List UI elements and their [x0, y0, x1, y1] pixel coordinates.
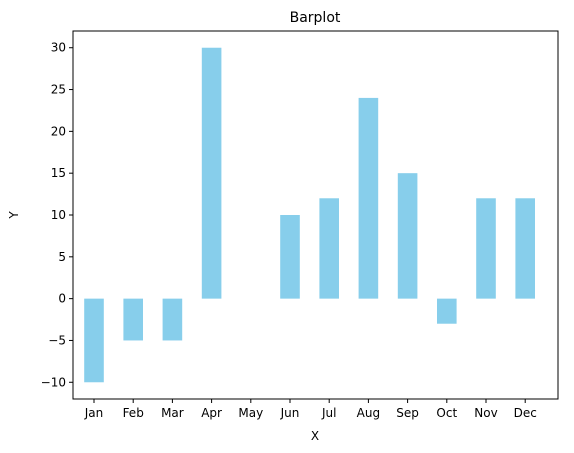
x-tick-label-mar: Mar: [161, 406, 184, 420]
bar-mar: [162, 298, 183, 341]
y-tick-label: 5: [58, 250, 66, 264]
bar-dec: [515, 198, 535, 299]
bar-feb: [123, 298, 143, 341]
bar-apr: [201, 47, 222, 299]
x-tick-label-nov: Nov: [474, 406, 497, 420]
y-tick-label: 0: [58, 292, 66, 306]
y-tick-label: 25: [51, 83, 66, 97]
x-tick-label-apr: Apr: [201, 406, 222, 420]
x-axis-ticks: Jan Feb Mar Apr May Jun Jul Aug Sep Oct Nov Dec: [84, 399, 537, 420]
x-tick-label-jul: Jul: [321, 406, 336, 420]
chart-title: Barplot: [290, 10, 341, 26]
x-tick-label-oct: Oct: [436, 406, 457, 420]
bar-jan: [84, 298, 104, 383]
y-tick-label: 10: [51, 208, 66, 222]
x-tick-label-jun: Jun: [280, 406, 300, 420]
x-tick-label-aug: Aug: [357, 406, 380, 420]
y-axis-title: Y: [7, 211, 21, 220]
bar-aug: [358, 97, 379, 299]
bar-jun: [280, 215, 300, 299]
bar-sep: [397, 173, 418, 299]
y-axis-ticks: −10 −5 0 5 10 15 20 25 30: [41, 41, 73, 389]
x-tick-label-jan: Jan: [84, 406, 104, 420]
x-tick-label-may: May: [238, 406, 263, 420]
bar-nov: [476, 198, 496, 299]
x-tick-label-feb: Feb: [123, 406, 144, 420]
x-tick-label-dec: Dec: [514, 406, 537, 420]
y-tick-label: 15: [51, 166, 66, 180]
plot-frame: [72, 30, 559, 400]
y-tick-label: −5: [48, 333, 66, 347]
bar-oct: [437, 298, 457, 324]
y-tick-label: −10: [41, 375, 66, 389]
bars-group: [84, 47, 535, 383]
x-axis-title: X: [311, 429, 319, 443]
y-tick-label: 20: [51, 124, 66, 138]
y-tick-label: 30: [51, 41, 66, 55]
bar-jul: [319, 198, 339, 299]
x-tick-label-sep: Sep: [396, 406, 419, 420]
